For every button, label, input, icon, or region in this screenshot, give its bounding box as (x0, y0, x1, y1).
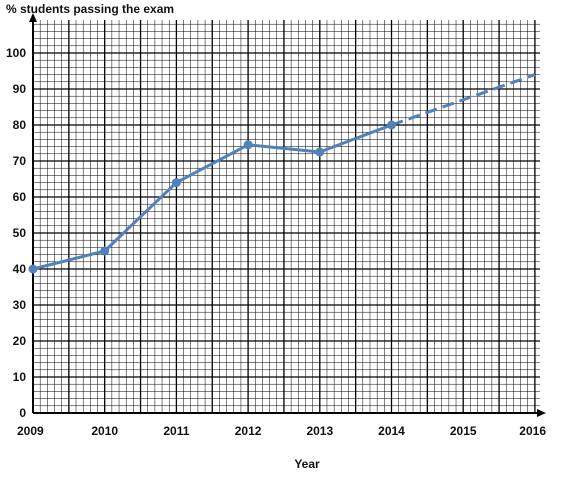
y-axis-title: % students passing the exam (6, 2, 174, 16)
y-tick-label: 10 (13, 370, 27, 384)
y-tick-label: 80 (13, 118, 27, 132)
data-point (171, 178, 181, 188)
x-tick-label: 2010 (91, 424, 118, 438)
x-axis-arrow (537, 409, 546, 417)
data-point (100, 246, 110, 256)
x-axis-title: Year (294, 457, 320, 471)
y-tick-label: 40 (13, 262, 27, 276)
y-tick-labels: 0 10 20 30 40 50 60 70 80 90 100 (6, 46, 26, 420)
y-tick-label: 50 (13, 226, 27, 240)
x-tick-label: 2012 (235, 424, 262, 438)
x-tick-label: 2015 (450, 424, 477, 438)
y-tick-label: 70 (13, 154, 27, 168)
y-tick-label: 60 (13, 190, 27, 204)
x-tick-labels: 2009 2010 2011 2012 2013 2014 2015 2016 (17, 424, 546, 438)
projected-series-line (391, 73, 536, 127)
grid (33, 20, 540, 413)
y-tick-label: 100 (6, 46, 26, 60)
data-point (28, 264, 38, 274)
y-tick-label: 0 (19, 406, 26, 420)
y-tick-label: 20 (13, 334, 27, 348)
x-tick-label: 2014 (378, 424, 405, 438)
x-tick-label: 2016 (519, 424, 546, 438)
series-layer (28, 73, 536, 274)
data-point (243, 140, 253, 150)
y-tick-label: 90 (13, 82, 27, 96)
x-tick-label: 2009 (17, 424, 44, 438)
y-axis-arrow (29, 13, 37, 22)
y-tick-label: 30 (13, 298, 27, 312)
series-line (32, 123, 393, 271)
x-tick-label: 2013 (306, 424, 333, 438)
x-tick-label: 2011 (163, 424, 189, 438)
data-point (315, 147, 325, 157)
